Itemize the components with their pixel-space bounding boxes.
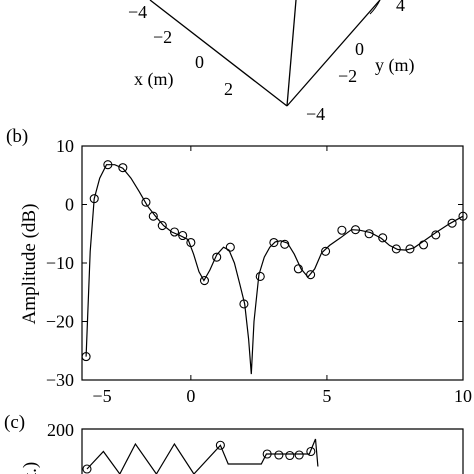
panel-b-marker	[418, 240, 429, 250]
panel-b-y-tick-label: −30	[46, 370, 74, 390]
panel-a-y-axis-line	[286, 0, 381, 107]
panel-a-x-tick-3: 0	[195, 52, 204, 72]
panel-a: −4 −2 0 2 x (m) 4 0 −2 −4 y (m)	[128, 0, 415, 124]
panel-b-frame	[81, 145, 464, 381]
panel-c-frame	[81, 428, 464, 474]
panel-b-series-line	[85, 164, 464, 375]
panel-b-x-tick-label: 10	[454, 386, 472, 406]
panel-c-marker	[262, 449, 272, 459]
panel-b-marker	[280, 239, 290, 249]
panel-b-marker	[431, 230, 441, 240]
panel-b-marker	[199, 275, 210, 286]
panel-b-marker	[447, 218, 457, 228]
panel-b-x-tick-label: 0	[186, 386, 195, 406]
panel-a-y-tick-3: −2	[338, 66, 357, 86]
panel-b-marker	[212, 252, 222, 262]
panel-b-marker	[293, 264, 303, 274]
panel-b-marker	[378, 233, 388, 243]
panel-c-y-tick-label: 200	[47, 420, 74, 440]
panel-a-y-tick-1: 4	[396, 0, 405, 15]
panel-a-x-tick-2: −2	[153, 27, 172, 47]
panel-b-marker	[337, 225, 347, 235]
panel-b-x-tick-label: −5	[92, 386, 111, 406]
panel-b-marker	[269, 237, 279, 248]
panel-c-marker	[215, 440, 225, 450]
panel-b-marker	[81, 352, 91, 362]
panel-a-y-tick-2: 0	[355, 39, 364, 59]
panel-a-z-axis-line	[286, 0, 297, 107]
panel-b-marker	[225, 242, 235, 252]
panel-b-marker	[186, 237, 196, 248]
panel-c-marker	[285, 450, 295, 461]
panel-b-marker	[391, 244, 401, 254]
panel-c-series	[82, 438, 319, 474]
panel-b-marker	[321, 246, 331, 256]
panel-b-y-tick-label: −20	[46, 312, 74, 332]
panel-a-x-tick-4: 2	[224, 79, 233, 99]
panel-b: (b) 10 0 −10 −20 −30 −5 0 5 10 Amplitude (dB)	[6, 126, 472, 406]
panel-b-marker	[103, 160, 113, 170]
panel-c-ylabel-fragment: t.)	[20, 462, 41, 474]
panel-c-marker	[82, 464, 92, 474]
panel-a-x-axis-line	[149, 0, 288, 107]
panel-b-label: (b)	[6, 126, 28, 147]
panel-c-label: (c)	[4, 412, 25, 433]
panel-b-marker	[178, 230, 188, 241]
panel-a-x-label: x (m)	[134, 69, 174, 90]
panel-b-marker	[89, 194, 99, 204]
panel-b-marker	[141, 197, 151, 207]
panel-b-marker	[239, 299, 249, 309]
panel-c-marker	[294, 450, 304, 460]
panel-b-marker	[169, 227, 180, 237]
panel-b-marker	[458, 211, 468, 221]
panel-b-marker	[350, 225, 361, 235]
panel-b-y-ticks: 10 0 −10 −20 −30	[46, 136, 463, 390]
panel-a-y-label: y (m)	[375, 55, 415, 76]
panel-a-partial-curve	[369, 0, 381, 15]
panel-c-marker	[306, 446, 316, 457]
panel-b-marker	[255, 271, 265, 282]
panel-b-marker	[364, 229, 374, 239]
panel-b-y-tick-label: 0	[65, 195, 74, 215]
panel-b-marker	[148, 211, 158, 221]
panel-b-marker	[306, 270, 316, 280]
panel-b-y-tick-label: 10	[56, 136, 74, 156]
panel-b-x-ticks: −5 0 5 10	[92, 146, 472, 406]
panel-c-marker	[274, 450, 284, 460]
panel-a-y-tick-4: −4	[306, 104, 325, 124]
panel-b-y-tick-label: −10	[46, 253, 74, 273]
panel-b-marker	[157, 221, 167, 231]
panel-c-series-line	[86, 438, 319, 474]
panel-b-marker	[405, 244, 415, 254]
panel-b-x-tick-label: 5	[322, 386, 331, 406]
panel-c: (c) 200 t.)	[4, 412, 464, 474]
panel-b-marker	[118, 163, 128, 173]
panel-a-x-tick-1: −4	[128, 2, 147, 22]
panel-b-series	[81, 160, 468, 375]
panel-b-y-label: Amplitude (dB)	[19, 204, 40, 325]
